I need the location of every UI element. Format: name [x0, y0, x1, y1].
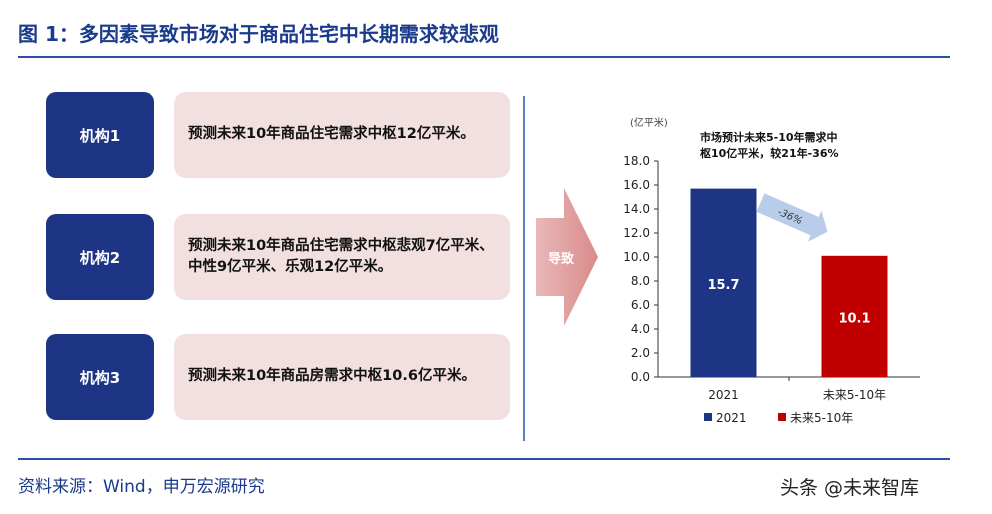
legend-swatch-1 — [704, 413, 712, 421]
institution-3-desc-text: 预测未来10年商品房需求中枢10.6亿平米。 — [188, 368, 476, 385]
top-rule — [18, 56, 950, 58]
y-tick-label: 14.0 — [623, 202, 650, 216]
institution-2-desc: 预测未来10年商品住宅需求中枢悲观7亿平米、中性9亿平米、乐观12亿平米。 — [174, 214, 510, 300]
y-tick-label: 12.0 — [623, 226, 650, 240]
x-category-label: 未来5-10年 — [823, 388, 886, 402]
y-tick-label: 4.0 — [631, 322, 650, 336]
demand-bar-chart: (亿平米) 市场预计未来5-10年需求中枢10亿平米，较21年-36% 0.0 2… — [623, 116, 920, 425]
y-unit-label: (亿平米) — [630, 116, 668, 129]
y-tick-label: 0.0 — [631, 370, 650, 384]
bar-value-label: 10.1 — [838, 311, 870, 326]
institution-1-desc-text: 预测未来10年商品住宅需求中枢12亿平米。 — [188, 126, 475, 143]
y-tick-label: 8.0 — [631, 274, 650, 288]
institution-2-desc-text: 预测未来10年商品住宅需求中枢悲观7亿平米、中性9亿平米、乐观12亿平米。 — [188, 237, 494, 275]
watermark: 头条 @未来智库 — [780, 477, 920, 499]
institution-3-desc: 预测未来10年商品房需求中枢10.6亿平米。 — [174, 334, 510, 420]
bar-1 — [690, 188, 757, 377]
source-note: 资料来源：Wind，申万宏源研究 — [18, 477, 265, 497]
decline-arrow-icon: -36% — [756, 193, 828, 242]
arrow-label: 导致 — [548, 252, 575, 267]
institution-1-label: 机构1 — [46, 92, 154, 178]
chart-annotation: 市场预计未来5-10年需求中枢10亿平米，较21年-36% — [700, 130, 839, 160]
bar-2 — [821, 255, 888, 377]
figure-title: 图 1：多因素导致市场对于商品住宅中长期需求较悲观 — [18, 22, 499, 46]
y-tick-label: 16.0 — [623, 178, 650, 192]
vertical-divider — [523, 96, 525, 441]
cause-arrow-icon — [536, 188, 598, 326]
legend-label-1: 2021 — [716, 411, 747, 425]
y-tick-label: 18.0 — [623, 154, 650, 168]
y-tick-label: 10.0 — [623, 250, 650, 264]
bottom-rule — [18, 458, 950, 460]
y-tick-label: 2.0 — [631, 346, 650, 360]
legend-label-2: 未来5-10年 — [790, 411, 853, 425]
institution-2-label: 机构2 — [46, 214, 154, 300]
x-category-label: 2021 — [708, 388, 739, 402]
bar-value-label: 15.7 — [707, 278, 739, 293]
y-tick-label: 6.0 — [631, 298, 650, 312]
institution-3-label: 机构3 — [46, 334, 154, 420]
legend-swatch-2 — [778, 413, 786, 421]
institution-1-desc: 预测未来10年商品住宅需求中枢12亿平米。 — [174, 92, 510, 178]
